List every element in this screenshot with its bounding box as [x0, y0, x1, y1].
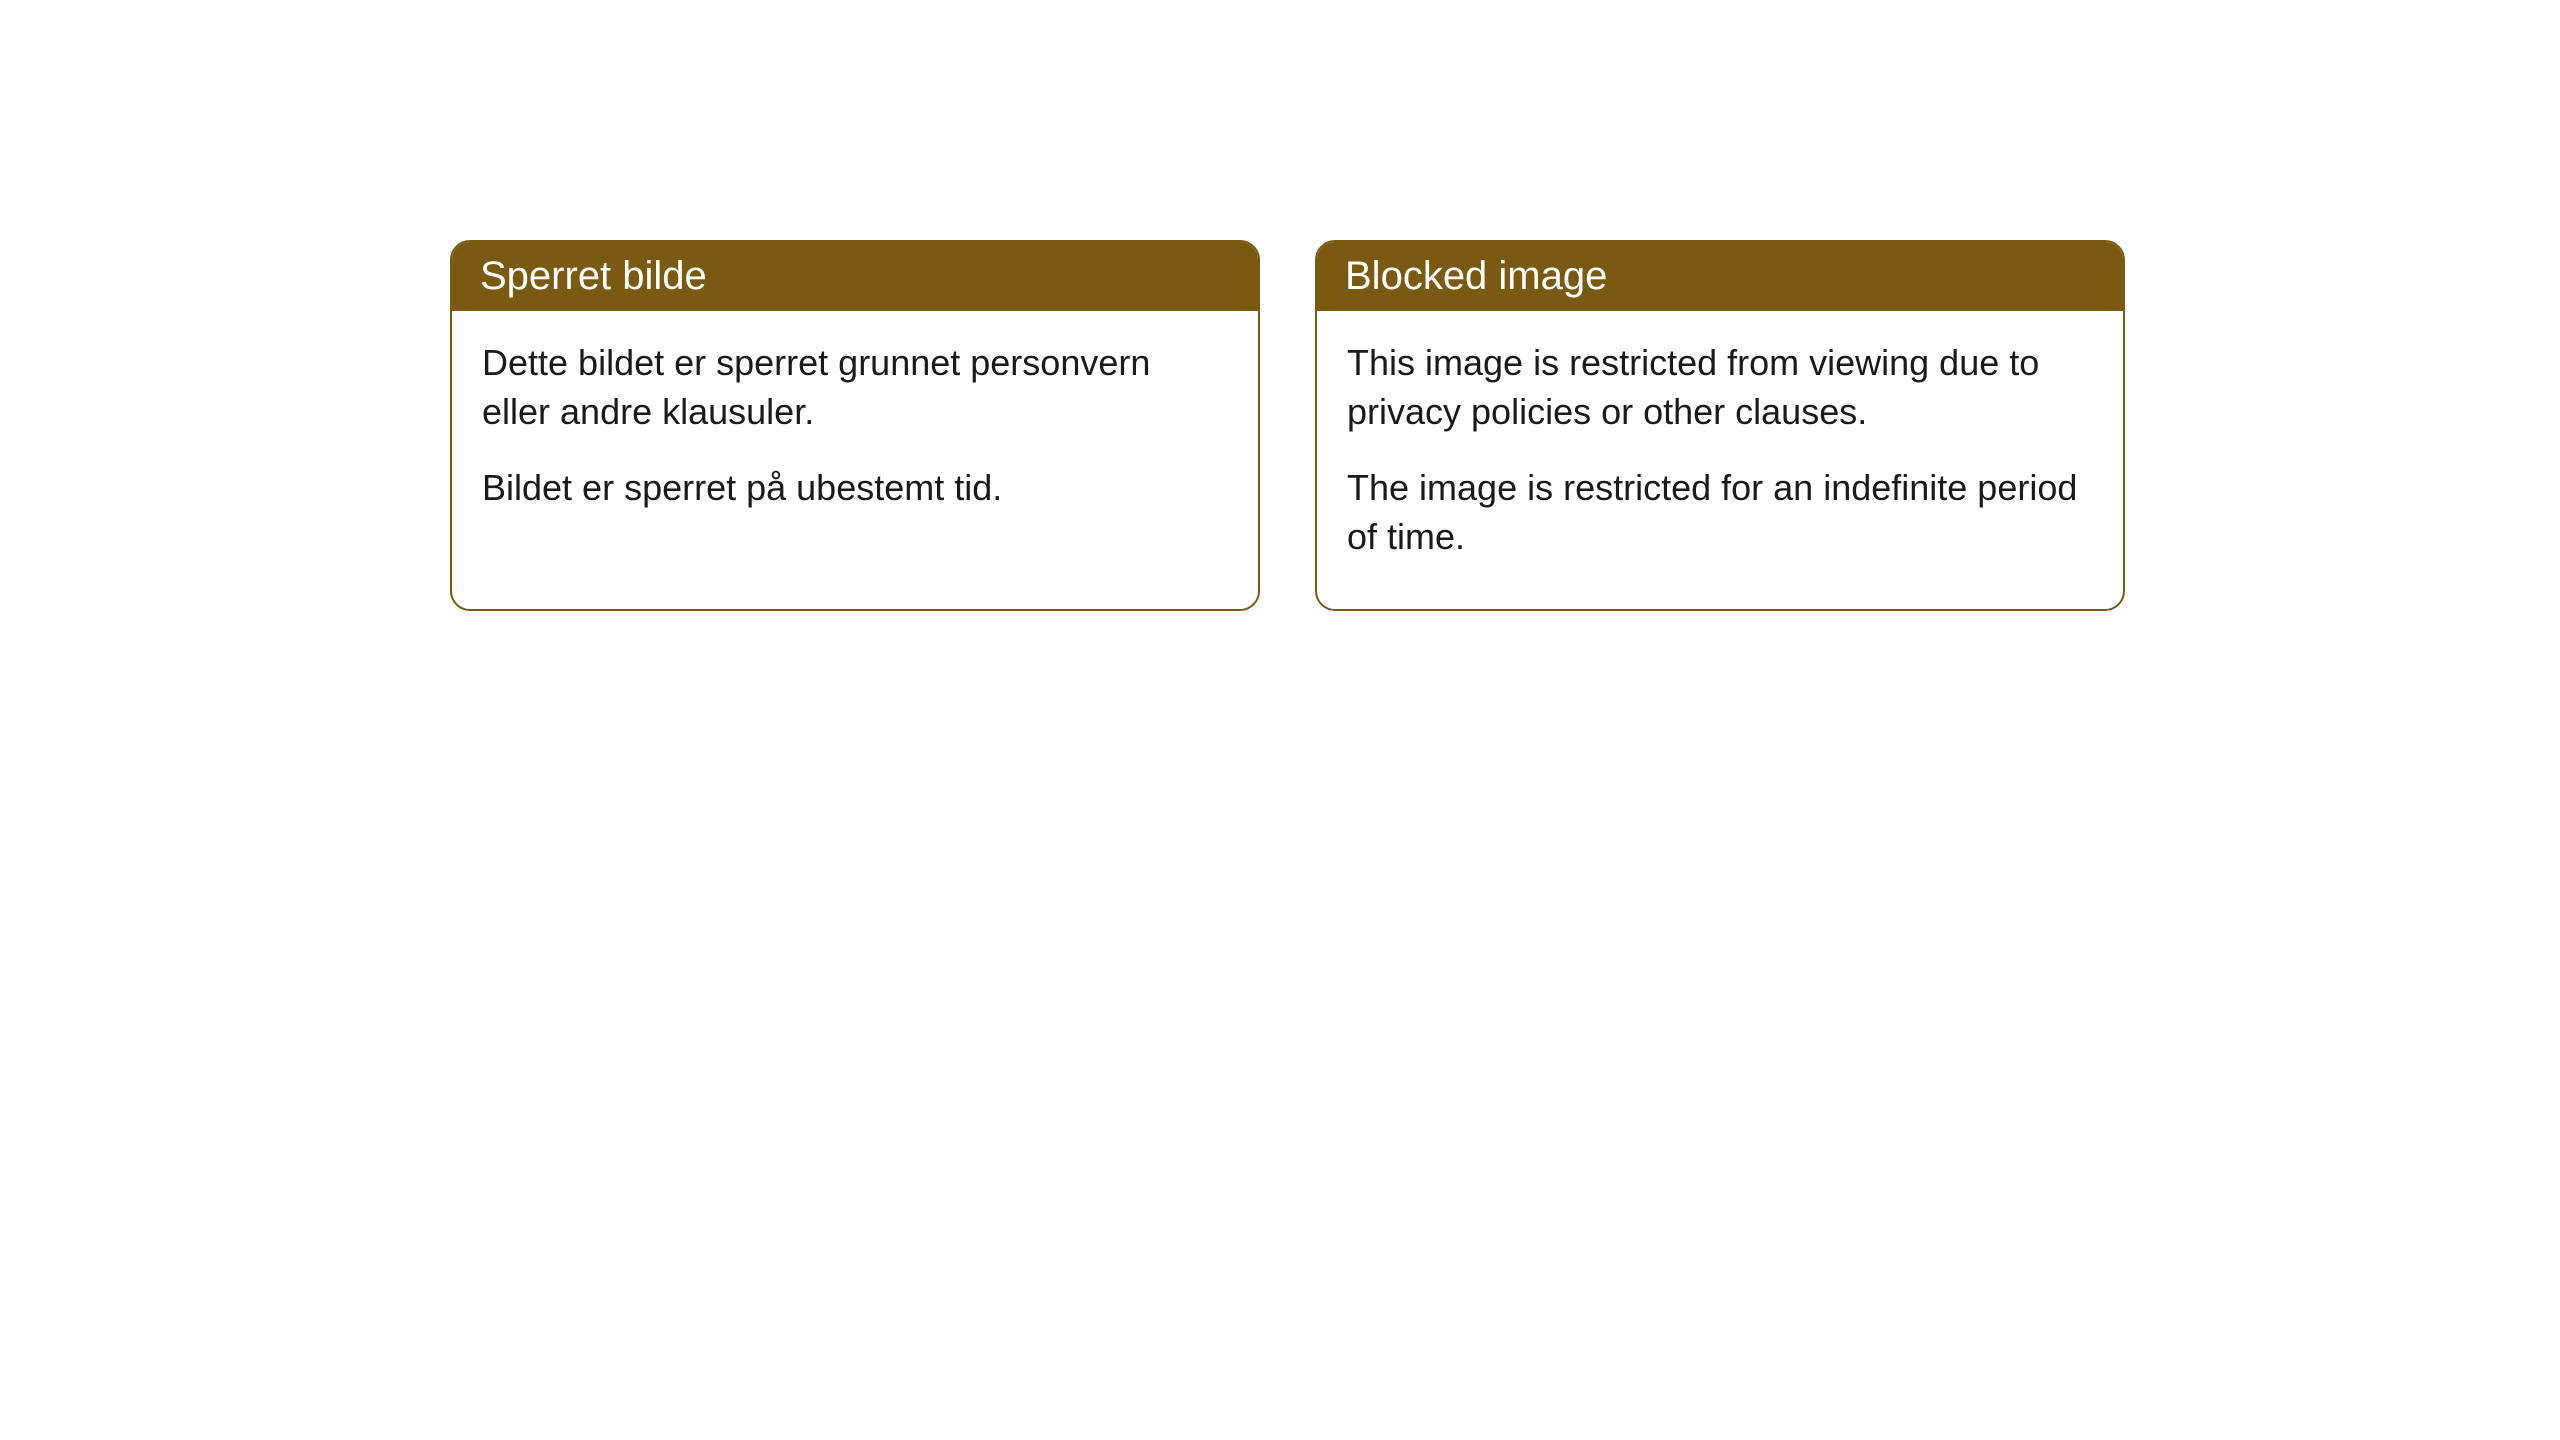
card-header-norwegian: Sperret bilde — [452, 242, 1258, 311]
card-paragraph: Bildet er sperret på ubestemt tid. — [482, 464, 1228, 513]
card-body-english: This image is restricted from viewing du… — [1317, 311, 2123, 609]
notice-card-english: Blocked image This image is restricted f… — [1315, 240, 2125, 611]
card-header-english: Blocked image — [1317, 242, 2123, 311]
card-paragraph: The image is restricted for an indefinit… — [1347, 464, 2093, 561]
card-paragraph: This image is restricted from viewing du… — [1347, 339, 2093, 436]
card-body-norwegian: Dette bildet er sperret grunnet personve… — [452, 311, 1258, 561]
notice-cards-container: Sperret bilde Dette bildet er sperret gr… — [0, 0, 2560, 611]
card-paragraph: Dette bildet er sperret grunnet personve… — [482, 339, 1228, 436]
notice-card-norwegian: Sperret bilde Dette bildet er sperret gr… — [450, 240, 1260, 611]
